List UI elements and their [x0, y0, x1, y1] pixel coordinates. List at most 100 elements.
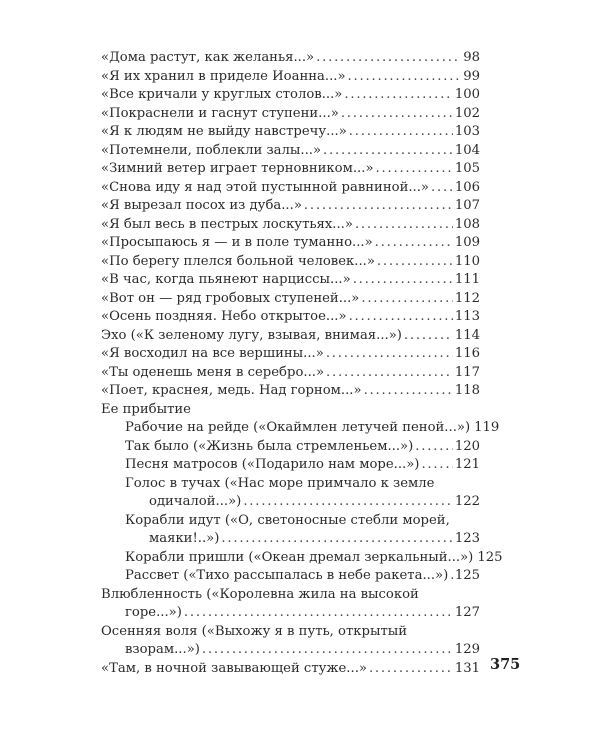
toc-entry: Рабочие на рейде («Окаймлен летучей пено… [101, 419, 499, 438]
entry-title: «Снова иду я над этой пустынной равниной… [101, 179, 430, 195]
toc-entry-line: Корабли идут («О, светоносные стебли мор… [101, 512, 480, 531]
entry-title: «Я восходил на все вершины...» [101, 346, 324, 361]
entry-page: 125 [454, 568, 480, 583]
entry-title: Так было («Жизнь была стремленьем...») [125, 438, 414, 454]
dot-leader [326, 364, 453, 383]
toc-entry: «Я был весь в пестрых лоскутьях...» 108 [101, 216, 480, 235]
entry-page: 127 [454, 605, 480, 620]
toc-entry: «В час, когда пьянеют нарциссы...» 111 [101, 271, 480, 290]
entry-title: «Я был весь в пестрых лоскутьях...» [101, 216, 353, 232]
entry-title: «Покраснели и гаснут ступени...» [101, 105, 339, 121]
dot-leader [326, 345, 453, 364]
entry-page: 100 [454, 87, 480, 102]
entry-title: Рабочие на рейде («Окаймлен летучей пено… [125, 420, 471, 435]
dot-leader [304, 197, 453, 216]
entry-title: «Зимний ветер играет терновником...» [101, 161, 374, 176]
dot-leader [450, 567, 453, 586]
toc-entry: «Снова иду я над этой пустынной равниной… [101, 179, 480, 198]
toc-entry: «Я вырезал посох из дуба...» 107 [101, 197, 480, 216]
entry-title: «В час, когда пьянеют нарциссы...» [101, 272, 351, 287]
toc-entry-continuation: маяки!..») 123 [101, 530, 480, 549]
entry-page: 129 [454, 642, 480, 657]
toc-entry: «Ты оденешь меня в серебро...» 117 [101, 364, 480, 383]
entry-page: 107 [454, 198, 480, 213]
toc-entry: «Потемнели, поблекли залы...» 104 [101, 142, 480, 161]
entry-page: 112 [454, 290, 480, 306]
entry-page: 119 [474, 420, 500, 435]
dot-leader [344, 86, 452, 105]
toc-entry: «Все кричали у круглых столов...» 100 [101, 86, 480, 105]
entry-page: 118 [454, 383, 480, 398]
dot-leader [415, 438, 453, 457]
entry-title: «Потемнели, поблекли залы...» [101, 142, 322, 158]
entry-page: 116 [454, 346, 480, 361]
toc-entry: «Я к людям не выйду навстречу...» 103 [101, 123, 480, 142]
toc-entry: Так было («Жизнь была стремленьем...») 12… [101, 438, 480, 457]
entry-title-continuation: горе...») [125, 605, 182, 620]
dot-leader [375, 234, 453, 253]
entry-title: «Вот он — ряд гробовых ступеней...» [101, 290, 360, 306]
entry-page: 108 [454, 216, 480, 232]
dot-leader [404, 327, 453, 346]
table-of-contents: «Дома растут, как желанья...» 98 «Я их хра… [101, 49, 503, 679]
dot-leader [431, 179, 453, 198]
entry-page: 114 [454, 327, 480, 343]
toc-entry: «Зимний ветер играет терновником...» 105 [101, 160, 480, 179]
entry-title: Корабли идут («О, светоносные стебли мор… [125, 512, 450, 528]
entry-page: 131 [454, 660, 480, 676]
toc-entry: «Я восходил на все вершины...» 116 [101, 345, 480, 364]
entry-page: 106 [454, 179, 480, 195]
toc-entry: «Осень поздняя. Небо открытое...» 113 [101, 308, 480, 327]
entry-title: Эхо («К зеленому лугу, взывая, внимая...… [101, 327, 402, 343]
entry-title: «Все кричали у круглых столов...» [101, 87, 343, 102]
dot-leader [316, 49, 461, 68]
entry-title: Ее прибытие [101, 401, 191, 417]
dot-leader [243, 493, 453, 512]
toc-entry-line: Голос в тучах («Нас море примчало к земл… [101, 475, 480, 494]
entry-title-continuation: одичалой...») [149, 494, 242, 509]
toc-entry-continuation: взорам...») 129 [101, 641, 480, 660]
dot-leader [348, 68, 462, 87]
entry-page: 110 [454, 253, 480, 269]
toc-entry: «По берегу плелся больной человек...» 110 [101, 253, 480, 272]
toc-entry: «Вот он — ряд гробовых ступеней...» 112 [101, 290, 480, 309]
toc-entry: «Просыпаюсь я — и в поле туманно...» 109 [101, 234, 480, 253]
dot-leader [221, 530, 452, 549]
entry-page: 105 [454, 161, 480, 176]
dot-leader [323, 142, 453, 161]
toc-entry: Ее прибытие [101, 401, 480, 420]
dot-leader [369, 660, 453, 679]
entry-title: «Я вырезал посох из дуба...» [101, 198, 302, 213]
entry-title-continuation: взорам...») [125, 642, 200, 657]
entry-page: 103 [454, 124, 480, 139]
dot-leader [355, 216, 453, 235]
toc-entry: «Дома растут, как желанья...» 98 [101, 49, 480, 68]
entry-title: Влюбленность («Королевна жила на высокой [101, 586, 419, 602]
dot-leader [364, 382, 453, 401]
dot-leader [341, 105, 453, 124]
entry-title: «Просыпаюсь я — и в поле туманно...» [101, 235, 373, 250]
entry-title: «Поет, краснея, медь. Над горном...» [101, 383, 362, 398]
toc-entry: «Там, в ночной завывающей стуже...» 131 [101, 660, 480, 679]
entry-title: «Осень поздняя. Небо открытое...» [101, 309, 347, 324]
entry-title: «Я к людям не выйду навстречу...» [101, 124, 347, 139]
entry-page: 125 [477, 549, 503, 565]
toc-entry-line: Осенняя воля («Выхожу я в путь, открытый [101, 623, 480, 642]
entry-title: Рассвет («Тихо рассыпалась в небе ракета… [125, 568, 449, 583]
entry-page: 102 [454, 105, 480, 121]
entry-title: Осенняя воля («Выхожу я в путь, открытый [101, 623, 408, 639]
entry-title: «Я их хранил в приделе Иоанна...» [101, 68, 346, 84]
dot-leader [361, 290, 452, 309]
dot-leader [421, 456, 452, 475]
entry-title-continuation: маяки!..») [149, 531, 220, 546]
toc-entry: Песня матросов («Подарило нам море...») 1… [101, 456, 480, 475]
dot-leader [349, 308, 453, 327]
dot-leader [184, 604, 453, 623]
toc-entry-line: Влюбленность («Королевна жила на высокой [101, 586, 480, 605]
toc-entry: «Покраснели и гаснут ступени...» 102 [101, 105, 480, 124]
entry-title: «Ты оденешь меня в серебро...» [101, 364, 325, 380]
entry-title: Голос в тучах («Нас море примчало к земл… [125, 475, 435, 491]
dot-leader [202, 641, 453, 660]
toc-entry: Корабли пришли («Океан дремал зеркальный… [101, 549, 503, 568]
toc-entry: «Поет, краснея, медь. Над горном...» 118 [101, 382, 480, 401]
